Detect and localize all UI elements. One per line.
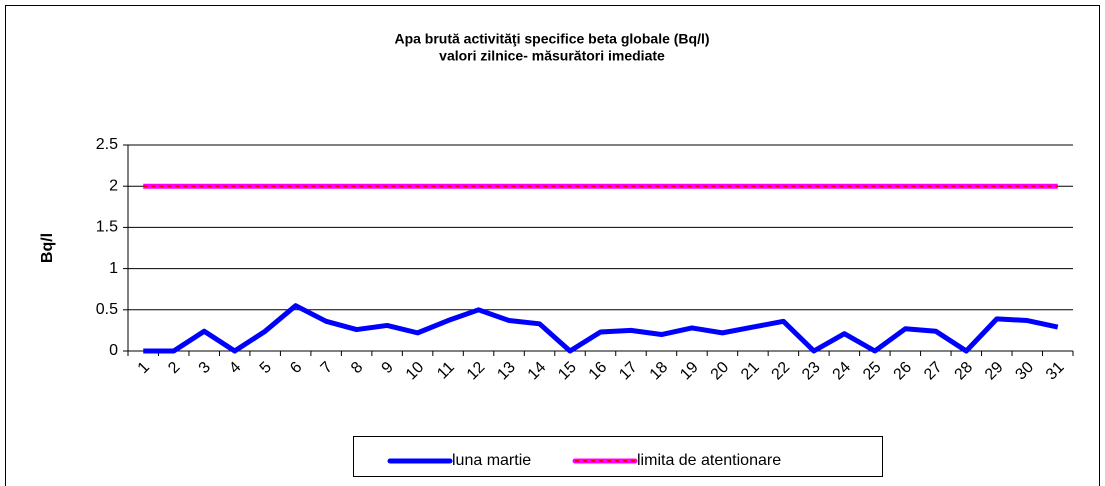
legend-label: limita de atentionare (637, 452, 781, 469)
legend-label: luna martie (452, 452, 531, 469)
y-tick-label: 0 (109, 342, 118, 359)
y-tick-label: 2 (109, 177, 118, 194)
y-tick-label: 1.5 (96, 219, 118, 236)
y-tick-label: 0.5 (96, 301, 118, 318)
chart-frame (5, 5, 1100, 486)
legend (353, 436, 883, 477)
series-line (143, 303, 1059, 354)
chart-title: Apa brută activităţi specifice beta glob… (394, 31, 709, 47)
chart-subtitle: valori zilnice- măsurători imediate (439, 48, 665, 64)
y-axis-label: Bq/l (39, 233, 56, 263)
y-tick-label: 1 (109, 260, 118, 277)
y-tick-label: 2.5 (96, 136, 118, 153)
